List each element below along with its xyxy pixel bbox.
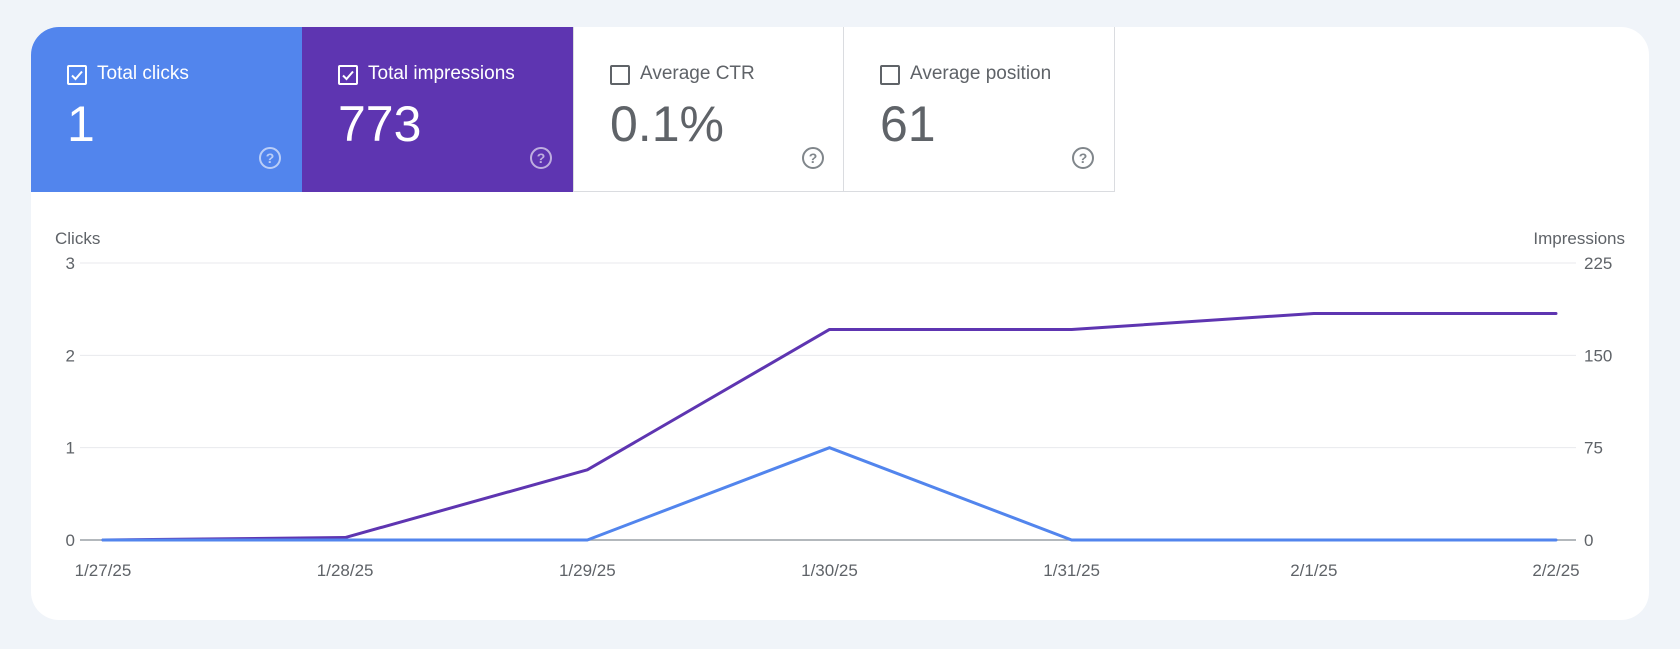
x-axis-tick-label: 1/28/25: [317, 561, 374, 580]
metric-tile-total-impressions[interactable]: Total impressions 773 ?: [302, 27, 573, 192]
help-icon[interactable]: ?: [259, 147, 281, 169]
metric-tile-total-clicks[interactable]: Total clicks 1 ?: [31, 27, 302, 192]
x-axis-tick-label: 1/27/25: [75, 561, 132, 580]
left-axis-tick-label: 1: [66, 439, 75, 458]
left-axis-title: Clicks: [55, 229, 100, 248]
right-axis-tick-label: 150: [1584, 346, 1612, 365]
metric-label: Average CTR: [640, 63, 755, 84]
performance-card: Total clicks 1 ? Total impressions 773 ?…: [31, 27, 1649, 620]
left-axis-tick-label: 2: [66, 346, 75, 365]
metric-tile-average-position[interactable]: Average position 61 ?: [844, 27, 1115, 192]
right-axis-title: Impressions: [1533, 229, 1625, 248]
metric-value: 61: [880, 96, 936, 152]
checkbox-checked-icon[interactable]: [338, 65, 358, 85]
metric-tile-average-ctr[interactable]: Average CTR 0.1% ?: [573, 27, 844, 192]
help-icon[interactable]: ?: [1072, 147, 1094, 169]
metric-value: 0.1%: [610, 96, 724, 152]
checkbox-unchecked-icon[interactable]: [610, 65, 630, 85]
metric-value: 773: [338, 96, 422, 152]
left-axis-tick-label: 0: [66, 531, 75, 550]
x-axis-tick-label: 1/29/25: [559, 561, 616, 580]
right-axis-tick-label: 75: [1584, 439, 1603, 458]
right-axis-tick-label: 225: [1584, 254, 1612, 273]
x-axis-tick-label: 1/31/25: [1043, 561, 1100, 580]
metric-label: Total impressions: [368, 63, 515, 84]
right-axis-tick-label: 0: [1584, 531, 1593, 550]
performance-chart: Clicks Impressions 0 0 1 75 2 150 3 225 1/27/25 1…: [55, 229, 1625, 580]
metric-tiles: Total clicks 1 ? Total impressions 773 ?…: [31, 27, 1115, 192]
checkbox-checked-icon[interactable]: [67, 65, 87, 85]
x-axis-tick-label: 2/2/25: [1532, 561, 1579, 580]
help-icon[interactable]: ?: [802, 147, 824, 169]
help-icon[interactable]: ?: [530, 147, 552, 169]
metric-value: 1: [67, 96, 95, 152]
left-axis-tick-label: 3: [66, 254, 75, 273]
series-line-total-impressions: [101, 311, 1558, 542]
checkbox-unchecked-icon[interactable]: [880, 65, 900, 85]
x-axis-tick-label: 2/1/25: [1290, 561, 1337, 580]
series-line-total-clicks: [101, 446, 1558, 542]
x-axis-tick-label: 1/30/25: [801, 561, 858, 580]
metric-label: Average position: [910, 63, 1052, 84]
metric-label: Total clicks: [97, 63, 189, 84]
